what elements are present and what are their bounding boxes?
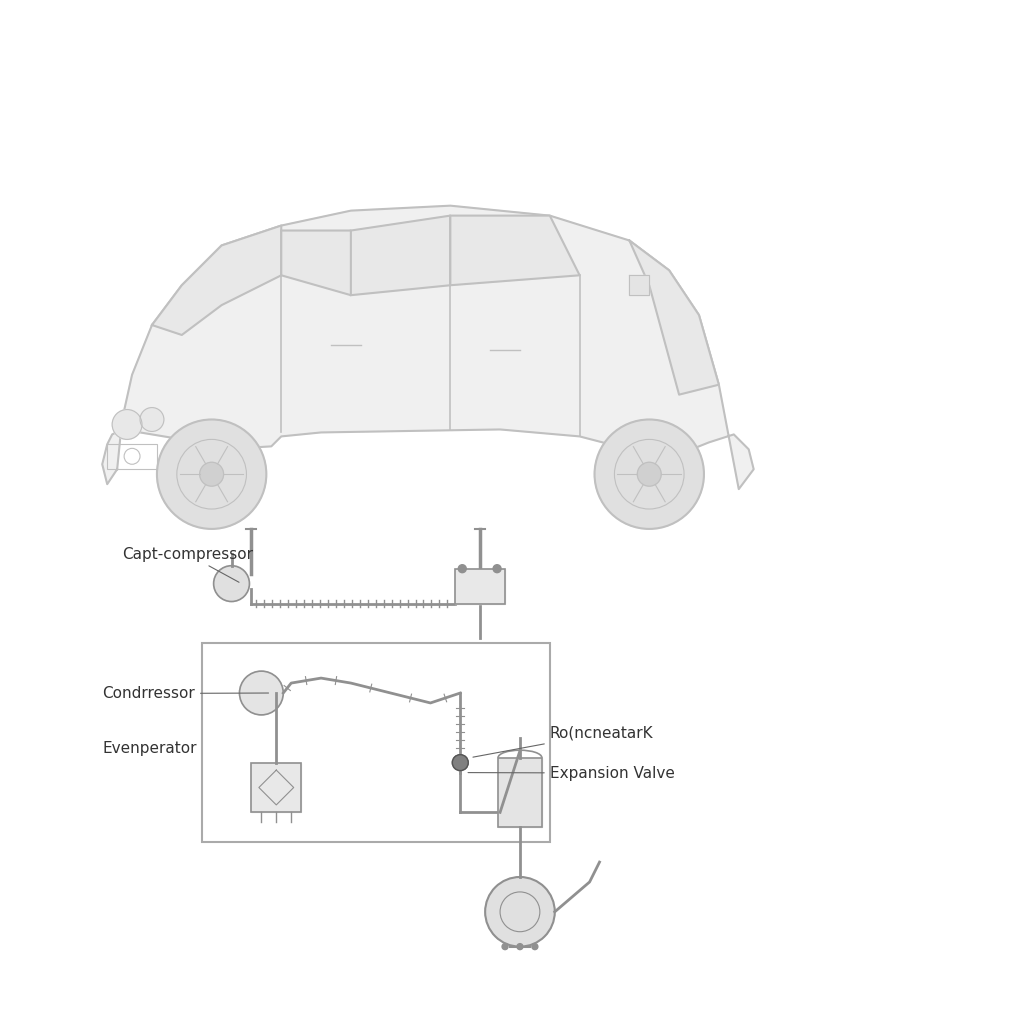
Polygon shape (630, 241, 719, 394)
Circle shape (485, 877, 555, 946)
Circle shape (494, 564, 501, 572)
Circle shape (502, 944, 508, 949)
Bar (252, 763, 301, 812)
Polygon shape (630, 275, 649, 295)
Circle shape (214, 565, 250, 601)
Polygon shape (102, 206, 754, 489)
Circle shape (157, 420, 266, 529)
Text: Evenperator: Evenperator (102, 740, 197, 756)
Text: Expansion Valve: Expansion Valve (468, 766, 675, 780)
Polygon shape (152, 225, 282, 335)
Circle shape (113, 410, 142, 439)
Bar (456, 568, 505, 603)
Circle shape (595, 420, 703, 529)
Circle shape (517, 944, 523, 949)
Circle shape (531, 944, 538, 949)
Bar (202, 643, 550, 842)
Bar (498, 758, 542, 827)
Text: Capt-compressor: Capt-compressor (122, 547, 253, 583)
Circle shape (459, 564, 466, 572)
Polygon shape (282, 230, 351, 295)
Circle shape (453, 755, 468, 771)
Bar (456, 568, 505, 603)
Text: Condrressor: Condrressor (102, 686, 268, 701)
Circle shape (240, 671, 284, 715)
Polygon shape (351, 216, 451, 295)
Text: Ro(ncneatarK: Ro(ncneatarK (473, 726, 653, 757)
Polygon shape (451, 216, 580, 286)
Circle shape (200, 462, 223, 486)
Circle shape (637, 462, 662, 486)
Circle shape (140, 408, 164, 431)
Bar (498, 758, 542, 827)
Bar (108, 444, 157, 469)
Bar (252, 763, 301, 812)
